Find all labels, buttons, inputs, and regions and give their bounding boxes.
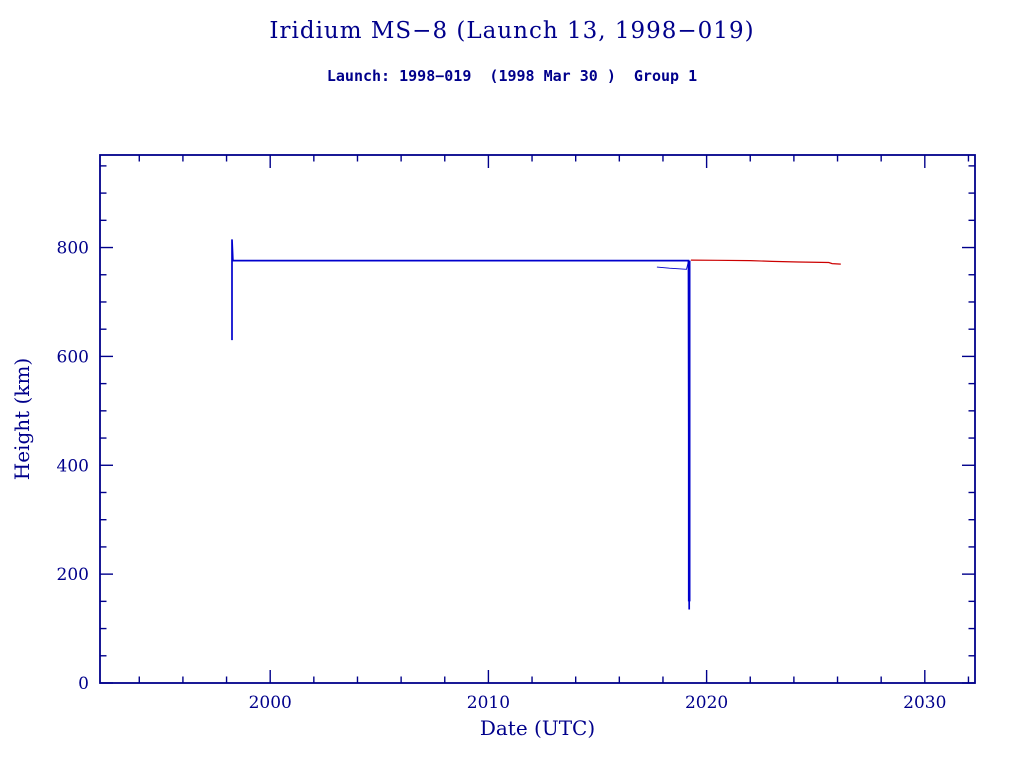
x-tick-label: 2020 (685, 693, 728, 713)
y-tick-label: 0 (78, 674, 89, 694)
chart-title: Iridium MS−8 (Launch 13, 1998−019) (269, 18, 755, 44)
chart-subtitle: Launch: 1998−019 (1998 Mar 30 ) Group 1 (326, 67, 698, 85)
y-tick-label: 400 (57, 456, 89, 476)
x-tick-label: 2030 (903, 693, 946, 713)
series-height-observed (231, 239, 691, 610)
x-axis-label: Date (UTC) (479, 716, 596, 740)
x-tick-label: 2000 (249, 693, 292, 713)
series-perigee-dip (656, 260, 689, 270)
y-tick-label: 600 (57, 347, 89, 367)
x-tick-label: 2010 (467, 693, 510, 713)
y-tick-label: 200 (57, 565, 89, 585)
y-tick-label: 800 (57, 239, 89, 259)
plot-frame (99, 154, 976, 684)
series-height-predicted (690, 259, 841, 265)
